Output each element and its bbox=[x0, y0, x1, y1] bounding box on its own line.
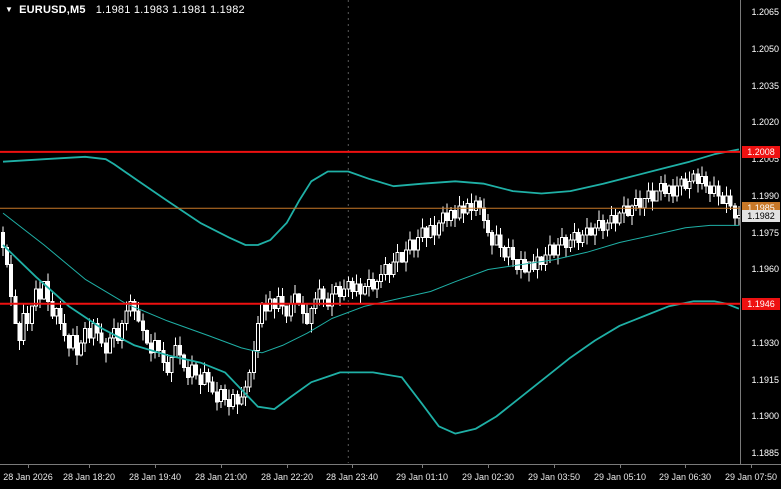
chart-header: ▼ EURUSD,M5 1.1981 1.1983 1.1981 1.1982 bbox=[5, 4, 245, 16]
price-axis-label: 1.2065 bbox=[751, 7, 779, 17]
price-axis-label: 1.2005 bbox=[751, 154, 779, 164]
price-axis-label: 1.1915 bbox=[751, 375, 779, 385]
bollinger-bands bbox=[2, 148, 740, 435]
time-axis-label: 28 Jan 18:20 bbox=[62, 472, 116, 482]
time-axis-label: 28 Jan 2026 bbox=[3, 472, 53, 482]
time-axis-tick bbox=[751, 465, 752, 468]
time-axis-tick bbox=[155, 465, 156, 468]
time-axis-tick bbox=[685, 465, 686, 468]
price-axis-label: 1.1990 bbox=[751, 191, 779, 201]
time-axis-label: 28 Jan 21:00 bbox=[194, 472, 248, 482]
resistance-level-price-label: 1.2008 bbox=[742, 146, 780, 158]
price-axis[interactable]: 1.2065 1.2050 1.2035 1.2020 1.2005 1.1990 1.19… bbox=[740, 0, 781, 464]
chart-canvas[interactable] bbox=[0, 0, 740, 463]
price-axis-label: 1.2035 bbox=[751, 81, 779, 91]
price-axis-label: 1.1975 bbox=[751, 228, 779, 238]
time-axis-tick bbox=[28, 465, 29, 468]
time-axis-label: 29 Jan 01:10 bbox=[395, 472, 449, 482]
time-axis-tick bbox=[620, 465, 621, 468]
price-axis-label: 1.1885 bbox=[751, 448, 779, 458]
time-axis-tick bbox=[221, 465, 222, 468]
time-axis-label: 29 Jan 03:50 bbox=[527, 472, 581, 482]
time-axis-label: 28 Jan 19:40 bbox=[128, 472, 182, 482]
dropdown-triangle-icon[interactable]: ▼ bbox=[5, 5, 14, 14]
time-axis-tick bbox=[287, 465, 288, 468]
time-axis-label: 29 Jan 02:30 bbox=[461, 472, 515, 482]
time-axis-label: 28 Jan 22:20 bbox=[260, 472, 314, 482]
time-axis-tick bbox=[89, 465, 90, 468]
time-axis-tick bbox=[422, 465, 423, 468]
price-axis-label: 1.1900 bbox=[751, 411, 779, 421]
candles bbox=[1, 166, 740, 416]
time-axis-label: 29 Jan 07:50 bbox=[724, 472, 778, 482]
time-axis-tick bbox=[488, 465, 489, 468]
price-axis-label: 1.1960 bbox=[751, 264, 779, 274]
support-level-price-label: 1.1946 bbox=[742, 298, 780, 310]
price-chart-plot[interactable]: ▼ EURUSD,M5 1.1981 1.1983 1.1981 1.1982 bbox=[0, 0, 740, 463]
time-axis-label: 28 Jan 23:40 bbox=[325, 472, 379, 482]
price-axis-label: 1.2050 bbox=[751, 44, 779, 54]
symbol-timeframe-label: EURUSD,M5 bbox=[19, 4, 86, 16]
price-axis-label: 1.2020 bbox=[751, 117, 779, 127]
time-axis[interactable]: 28 Jan 2026 28 Jan 18:20 28 Jan 19:40 28 Ja… bbox=[0, 464, 781, 489]
time-axis-tick bbox=[554, 465, 555, 468]
time-axis-label: 29 Jan 06:30 bbox=[658, 472, 712, 482]
bid-price-label: 1.1982 bbox=[742, 210, 780, 222]
time-axis-label: 29 Jan 05:10 bbox=[593, 472, 647, 482]
price-axis-label: 1.1930 bbox=[751, 338, 779, 348]
time-axis-tick bbox=[352, 465, 353, 468]
ohlc-quote-label: 1.1981 1.1983 1.1981 1.1982 bbox=[95, 4, 245, 16]
